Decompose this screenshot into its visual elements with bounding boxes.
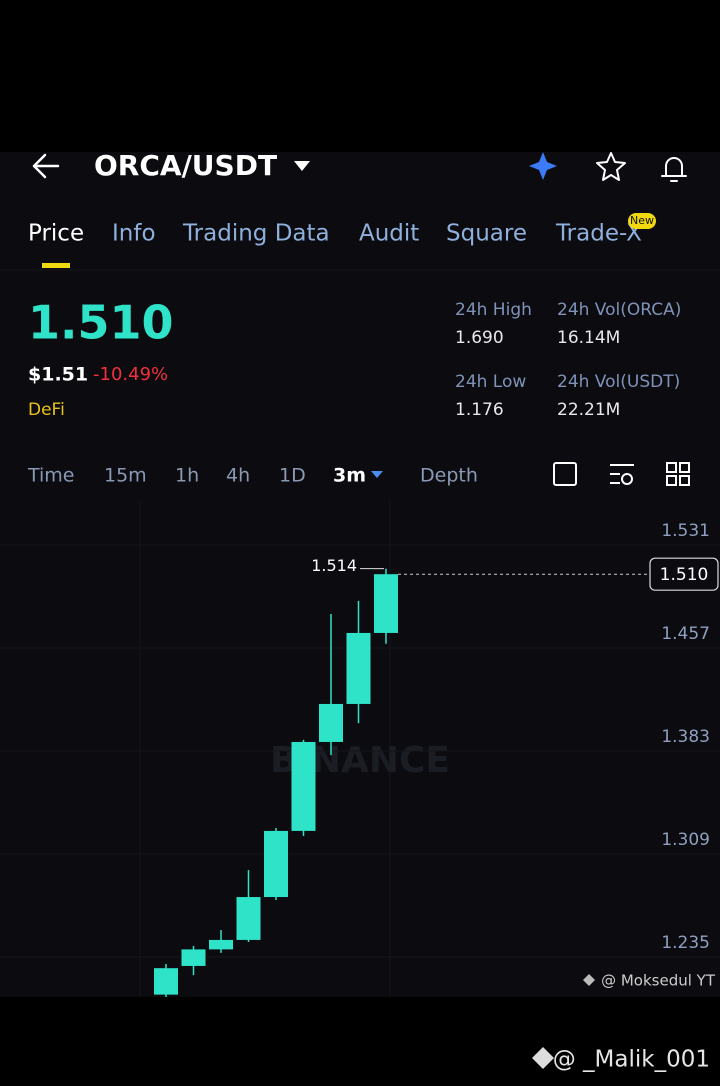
interval[interactable]: Depth: [420, 465, 478, 487]
back-button[interactable]: [32, 153, 60, 179]
tab-indicator: [42, 263, 70, 268]
stat-label: 24h High: [455, 300, 532, 320]
alert-icon[interactable]: [661, 157, 687, 182]
candle-body: [236, 897, 261, 940]
tab[interactable]: Trading Data: [182, 221, 330, 247]
stat-label: 24h Vol(ORCA): [557, 300, 681, 320]
credit-icon: [583, 974, 595, 986]
stat-value: 16.14M: [557, 328, 620, 348]
pair-dropdown[interactable]: [294, 161, 310, 171]
pair-title[interactable]: ORCA/USDT: [94, 149, 277, 182]
last-price-label: 1.510: [660, 565, 709, 585]
candle-body: [374, 574, 398, 633]
tab[interactable]: Info: [112, 221, 156, 247]
last-price-box: [649, 557, 719, 591]
interval[interactable]: 15m: [104, 465, 147, 487]
high-marker-label: 1.514: [311, 556, 357, 575]
interval[interactable]: 1h: [175, 465, 199, 487]
candle-body: [346, 632, 371, 704]
ai-icon[interactable]: [529, 152, 557, 180]
stats: 24h High 1.690 24h Vol(ORCA) 16.14M 24h Low 1…: [455, 300, 681, 420]
credit: @ _Malik_001: [553, 1047, 710, 1073]
stat-value: 1.690: [455, 328, 504, 348]
candle-body: [264, 830, 288, 898]
candle-body: [154, 968, 178, 995]
layout-icon-2: [679, 462, 690, 473]
app-panel: [0, 152, 720, 997]
interval[interactable]: 4h: [226, 465, 250, 487]
chart-tools: [553, 462, 690, 486]
y-tick-label: 1.309: [661, 830, 710, 850]
layout-icon-1[interactable]: [666, 462, 677, 473]
candle-body: [181, 949, 206, 966]
layout-icon-3: [666, 475, 677, 486]
tab[interactable]: Price: [28, 221, 84, 247]
tab-bar: Price Info Trading Data Audit Square Trade-X: [28, 221, 642, 247]
y-tick-label: 1.457: [661, 624, 710, 644]
candle-body: [319, 703, 343, 742]
y-tick-label: 1.235: [661, 933, 710, 953]
new-badge: New: [630, 214, 654, 227]
candle-body: [291, 741, 316, 831]
plot-area: [154, 568, 398, 997]
stat-value: 1.176: [455, 400, 504, 420]
tab[interactable]: Square: [446, 221, 527, 247]
interval[interactable]: Time: [27, 465, 75, 487]
interval-bar: Time 15m 1h 4h 1D 3m Depth: [27, 465, 478, 487]
price-change: -10.49%: [93, 364, 168, 385]
fullscreen-icon[interactable]: [553, 462, 577, 486]
favorite-icon[interactable]: [596, 152, 626, 181]
interval-dropdown[interactable]: [371, 471, 383, 478]
interval[interactable]: 1D: [279, 465, 306, 487]
candle-body: [209, 939, 233, 950]
stat-label: 24h Vol(USDT): [557, 372, 680, 392]
tab[interactable]: Audit: [359, 221, 419, 247]
last-price: 1.510: [28, 296, 174, 350]
chart: 1.235 1.309 1.383 1.457 1.531 1.514 1.510: [0, 521, 720, 997]
indicator-icon[interactable]: [610, 464, 634, 484]
category-tag[interactable]: DeFi: [28, 400, 65, 420]
y-tick-label: 1.531: [661, 521, 710, 541]
interval[interactable]: 3m: [333, 465, 366, 487]
stat-value: 22.21M: [557, 400, 620, 420]
indicator-icon-dot: [621, 473, 633, 485]
new-badge-bg: [628, 213, 656, 229]
credit-icon: [532, 1047, 554, 1069]
usd-price: $1.51: [28, 364, 88, 386]
y-tick-label: 1.383: [661, 727, 710, 747]
back-icon: [32, 153, 60, 179]
layout-icon-4: [679, 475, 690, 486]
stat-label: 24h Low: [455, 372, 526, 392]
credit: @ Moksedul YT: [601, 972, 716, 990]
tab[interactable]: Trade-X: [555, 221, 642, 247]
